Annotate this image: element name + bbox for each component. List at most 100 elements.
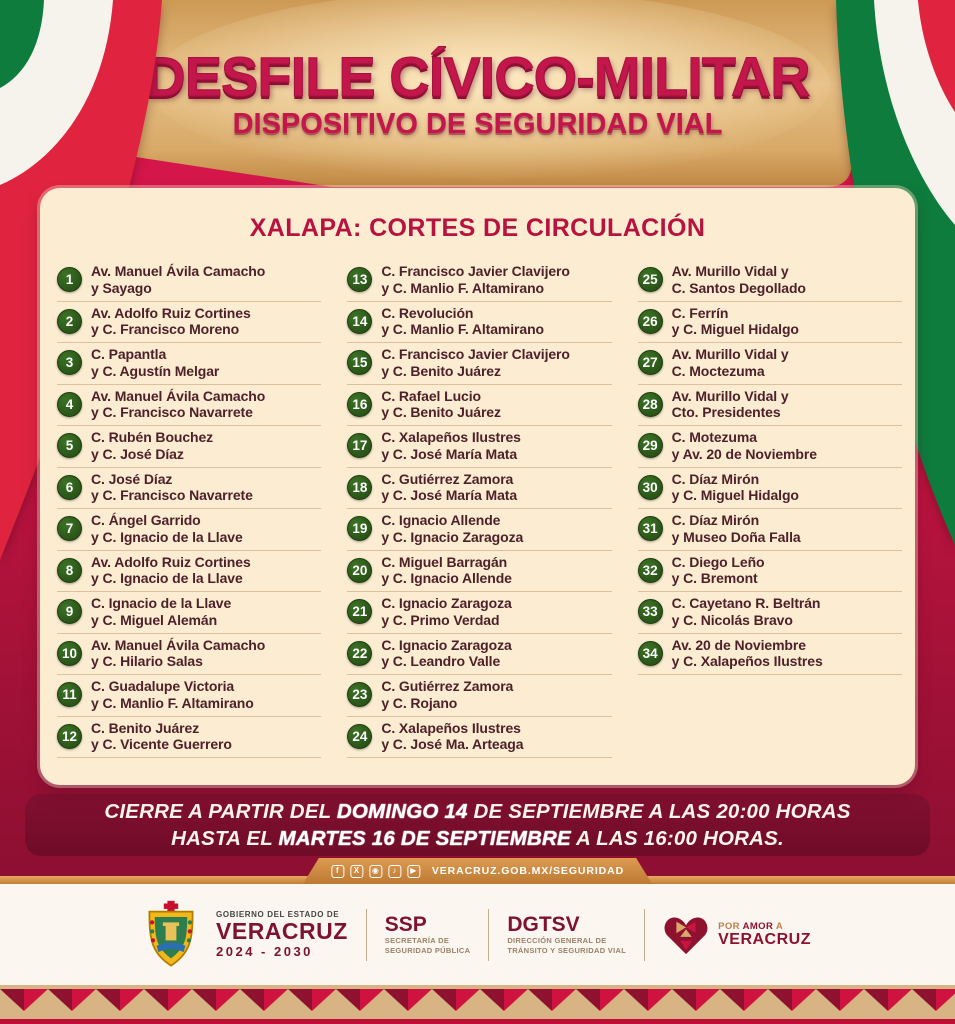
item-number-badge: 33	[637, 599, 663, 625]
list-item: 4 Av. Manuel Ávila Camacho y C. Francisco …	[57, 385, 322, 426]
list-item: 1 Av. Manuel Ávila Camacho y Sayago	[57, 260, 322, 302]
list-item: 10 Av. Manuel Ávila Camacho y C. Hilario S…	[57, 634, 322, 675]
item-streets: C. Ignacio Allende y C. Ignacio Zaragoza	[381, 512, 524, 545]
item-number-badge: 26	[637, 308, 663, 334]
item-number-badge: 6	[57, 474, 82, 500]
list-item: 32 C. Diego Leño y C. Bremont	[637, 551, 902, 592]
item-number-badge: 34	[637, 640, 663, 666]
footer-divider	[488, 908, 490, 961]
item-number-badge: 7	[57, 516, 82, 542]
item-streets: Av. Murillo Vidal y C. Santos Degollado	[671, 263, 806, 296]
poster-title: DESFILE CÍVICO-MILITAR	[145, 45, 812, 109]
list-item: 5 C. Rubén Bouchez y C. José Díaz	[57, 426, 322, 468]
list-item: 26 C. Ferrín y C. Miguel Hidalgo	[637, 302, 902, 343]
list-item: 18 C. Gutiérrez Zamora y C. José María Mat…	[347, 468, 612, 509]
item-streets: C. Díaz Mirón y C. Miguel Hidalgo	[671, 470, 799, 504]
list-item: 15 C. Francisco Javier Clavijero y C. Beni…	[347, 343, 612, 385]
item-streets: C. Ignacio de la Llave y C. Miguel Alemán	[91, 595, 232, 628]
list-item: 11 C. Guadalupe Victoria y C. Manlio F. Al…	[57, 675, 322, 717]
item-streets: C. Xalapeños Ilustres y C. José María Mat…	[381, 429, 521, 462]
ssp-wordmark: SSP SECRETARÍA DE SEGURIDAD PÚBLICA	[384, 912, 471, 955]
item-number-badge: 24	[347, 723, 373, 749]
list-item: 7 C. Ángel Garrido y C. Ignacio de la Llav…	[57, 509, 322, 551]
closures-list: 1 Av. Manuel Ávila Camacho y Sayago 2 Av. Ad…	[57, 260, 902, 758]
item-streets: C. Motezuma y Av. 20 de Noviembre	[671, 429, 817, 462]
item-number-badge: 2	[57, 308, 82, 334]
list-item: 20 C. Miguel Barragán y C. Ignacio Allende	[347, 551, 612, 592]
list-item: 29 C. Motezuma y Av. 20 de Noviembre	[637, 426, 902, 468]
list-item: 12 C. Benito Juárez y C. Vicente Guerrero	[57, 717, 322, 758]
list-item: 17 C. Xalapeños Ilustres y C. José María M…	[347, 426, 612, 468]
list-item: 31 C. Díaz Mirón y Museo Doña Falla	[637, 509, 902, 551]
item-number-badge: 3	[57, 350, 82, 376]
item-number-badge: 12	[57, 723, 82, 749]
item-streets: C. Miguel Barragán y C. Ignacio Allende	[381, 553, 512, 587]
banner-line-1: CIERRE A PARTIR DEL DOMINGO 14 DE SEPTIE…	[104, 799, 851, 823]
heart-mosaic-icon	[664, 917, 708, 954]
bottom-edge-strip	[0, 1019, 955, 1024]
item-number-badge: 13	[347, 267, 373, 293]
item-number-badge: 15	[347, 350, 373, 376]
item-number-badge: 21	[347, 599, 373, 625]
item-streets: C. Diego Leño y C. Bremont	[671, 553, 765, 587]
list-item: 8 Av. Adolfo Ruiz Cortines y C. Ignacio de…	[57, 551, 322, 592]
item-streets: C. Benito Juárez y C. Vicente Guerrero	[91, 719, 232, 753]
item-streets: C. Francisco Javier Clavijero y C. Manlio…	[381, 263, 570, 296]
item-streets: C. Ignacio Zaragoza y C. Leandro Valle	[381, 636, 512, 670]
item-streets: C. Ignacio Zaragoza y C. Primo Verdad	[381, 595, 512, 628]
item-streets: Av. Manuel Ávila Camacho y C. Hilario Sal…	[91, 636, 266, 670]
youtube-icon[interactable]: ▶	[407, 865, 420, 878]
veracruz-coat-of-arms-icon	[148, 900, 194, 967]
list-item: 34 Av. 20 de Noviembre y C. Xalapeños Ilus…	[637, 634, 902, 675]
list-item: 30 C. Díaz Mirón y C. Miguel Hidalgo	[637, 468, 902, 509]
item-streets: C. José Díaz y C. Francisco Navarrete	[91, 470, 253, 504]
list-item: 9 C. Ignacio de la Llave y C. Miguel Alemá…	[57, 592, 322, 634]
instagram-icon[interactable]: ◉	[369, 865, 382, 878]
list-item: 27 Av. Murillo Vidal y C. Moctezuma	[637, 343, 902, 385]
item-streets: Av. Murillo Vidal y Cto. Presidentes	[671, 387, 789, 421]
closures-column-1: 1 Av. Manuel Ávila Camacho y Sayago 2 Av. Ad…	[57, 260, 322, 758]
item-streets: Av. Manuel Ávila Camacho y Sayago	[91, 263, 266, 296]
item-number-badge: 10	[57, 640, 82, 666]
list-item: 24 C. Xalapeños Ilustres y C. José Ma. Art…	[347, 717, 612, 758]
item-streets: Av. 20 de Noviembre y C. Xalapeños Ilustr…	[671, 636, 823, 670]
closures-column-3: 25 Av. Murillo Vidal y C. Santos Degollado…	[637, 260, 902, 758]
closures-column-2: 13 C. Francisco Javier Clavijero y C. Manl…	[347, 260, 612, 758]
website-url[interactable]: VERACRUZ.GOB.MX/SEGURIDAD	[431, 865, 625, 877]
item-number-badge: 29	[637, 433, 663, 459]
list-item: 25 Av. Murillo Vidal y C. Santos Degollado	[637, 260, 902, 302]
item-number-badge: 17	[347, 433, 373, 459]
list-item: 6 C. José Díaz y C. Francisco Navarrete	[57, 468, 322, 509]
item-streets: C. Cayetano R. Beltrán y C. Nicolás Bravo	[671, 595, 821, 628]
item-streets: Av. Adolfo Ruiz Cortines y C. Ignacio de …	[91, 553, 251, 587]
item-number-badge: 19	[347, 516, 373, 542]
item-streets: C. Ferrín y C. Miguel Hidalgo	[671, 304, 799, 338]
list-item: 33 C. Cayetano R. Beltrán y C. Nicolás Bra…	[637, 592, 902, 634]
item-streets: C. Rubén Bouchez y C. José Díaz	[91, 429, 214, 462]
item-number-badge: 27	[637, 350, 663, 376]
item-streets: C. Francisco Javier Clavijero y C. Benito…	[381, 346, 570, 379]
por-amor-a-veracruz-logo: POR AMOR A VERACRUZ	[663, 913, 811, 957]
item-number-badge: 30	[637, 474, 663, 500]
item-number-badge: 4	[57, 391, 82, 417]
facebook-icon[interactable]: f	[331, 865, 344, 878]
footer-divider	[644, 908, 646, 961]
item-number-badge: 31	[637, 516, 663, 542]
social-bar: f X ◉ ♪ ▶ VERACRUZ.GOB.MX/SEGURIDAD	[303, 858, 652, 884]
item-streets: Av. Murillo Vidal y C. Moctezuma	[671, 346, 789, 379]
x-icon[interactable]: X	[350, 865, 363, 878]
item-number-badge: 5	[57, 433, 82, 459]
item-streets: C. Díaz Mirón y Museo Doña Falla	[671, 512, 801, 545]
item-number-badge: 11	[57, 682, 82, 708]
item-streets: Av. Adolfo Ruiz Cortines y C. Francisco M…	[91, 304, 251, 338]
item-number-badge: 25	[637, 267, 663, 293]
item-number-badge: 22	[347, 640, 373, 666]
item-streets: C. Ángel Garrido y C. Ignacio de la Llave	[91, 512, 243, 545]
list-item: 3 C. Papantla y C. Agustín Melgar	[57, 343, 322, 385]
item-number-badge: 28	[637, 391, 663, 417]
list-item: 14 C. Revolución y C. Manlio F. Altamirano	[347, 302, 612, 343]
closure-dates-banner: CIERRE A PARTIR DEL DOMINGO 14 DE SEPTIE…	[25, 794, 930, 856]
list-item: 2 Av. Adolfo Ruiz Cortines y C. Francisco …	[57, 302, 322, 343]
tiktok-icon[interactable]: ♪	[388, 865, 401, 878]
poster-subtitle: DISPOSITIVO DE SEGURIDAD VIAL	[232, 108, 723, 140]
